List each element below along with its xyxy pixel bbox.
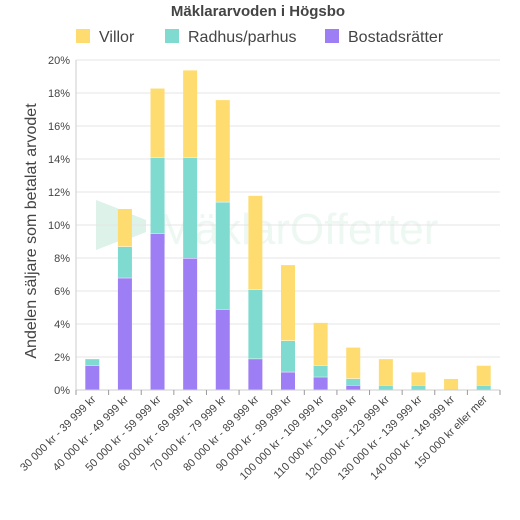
bar-villor[interactable] xyxy=(444,378,459,390)
bar-villor[interactable] xyxy=(248,195,263,290)
bar-villor[interactable] xyxy=(281,264,295,341)
bar-bostadsratter[interactable] xyxy=(85,365,100,390)
chart-title: Mäklararvoden i Högsbo xyxy=(171,3,345,20)
y-tick-label: 6% xyxy=(54,286,70,298)
bar-villor[interactable] xyxy=(378,358,393,386)
bar-radhus-parhus[interactable] xyxy=(85,358,100,366)
bar-villor[interactable] xyxy=(150,88,165,158)
legend-item-bostadsratter[interactable]: Bostadsrätter xyxy=(325,29,444,46)
bar-villor[interactable] xyxy=(215,99,230,202)
bar-radhus-parhus[interactable] xyxy=(248,289,263,359)
legend-label-radhus-parhus: Radhus/parhus xyxy=(188,29,297,46)
bar-villor[interactable] xyxy=(411,371,426,386)
legend-swatch-villor xyxy=(76,29,90,43)
bar-radhus-parhus[interactable] xyxy=(476,385,491,390)
y-tick-label: 16% xyxy=(48,121,70,133)
legend-label-bostadsratter: Bostadsrätter xyxy=(348,29,444,46)
y-axis-label: Andelen säljare som betalat arvodet xyxy=(23,103,40,359)
y-tick-label: 20% xyxy=(48,55,70,67)
y-tick-label: 12% xyxy=(48,187,70,199)
bar-radhus-parhus[interactable] xyxy=(411,385,426,390)
y-tick-label: 10% xyxy=(48,220,70,232)
bar-bostadsratter[interactable] xyxy=(346,385,361,390)
bar-villor[interactable] xyxy=(117,208,132,247)
legend-swatch-bostadsratter xyxy=(325,29,339,43)
bar-radhus-parhus[interactable] xyxy=(378,385,393,390)
bar-villor[interactable] xyxy=(476,365,491,386)
y-tick-label: 18% xyxy=(48,88,70,100)
bar-bostadsratter[interactable] xyxy=(248,358,263,390)
legend-item-radhus-parhus[interactable]: Radhus/parhus xyxy=(165,29,297,46)
legend: Villor Radhus/parhus Bostadsrätter xyxy=(76,29,444,46)
bar-radhus-parhus[interactable] xyxy=(346,378,361,386)
bar-villor[interactable] xyxy=(346,347,361,379)
grid-lines xyxy=(76,59,500,391)
watermark: MäklarOfferter xyxy=(96,200,438,254)
bar-radhus-parhus[interactable] xyxy=(183,157,198,258)
bar-bostadsratter[interactable] xyxy=(183,258,198,390)
y-tick-label: 2% xyxy=(54,352,70,364)
y-tick-labels: 0% 2% 4% 6% 8% 10% 12% 14% 16% 18% 20% xyxy=(48,55,70,397)
y-tick-label: 0% xyxy=(54,385,70,397)
bar-radhus-parhus[interactable] xyxy=(313,365,328,377)
bar-bostadsratter[interactable] xyxy=(281,371,295,390)
bar-radhus-parhus[interactable] xyxy=(215,201,230,310)
bar-radhus-parhus[interactable] xyxy=(150,157,165,234)
bar-bostadsratter[interactable] xyxy=(313,376,328,390)
y-tick-label: 14% xyxy=(48,154,70,166)
bar-bostadsratter[interactable] xyxy=(215,309,230,390)
y-tick-label: 8% xyxy=(54,253,70,265)
y-tick-label: 4% xyxy=(54,319,70,331)
axes xyxy=(75,60,501,395)
legend-label-villor: Villor xyxy=(99,29,135,46)
bar-bostadsratter[interactable] xyxy=(117,277,132,390)
watermark-text: MäklarOfferter xyxy=(158,205,438,254)
bars xyxy=(85,69,491,390)
bar-radhus-parhus[interactable] xyxy=(117,246,132,278)
bar-villor[interactable] xyxy=(183,69,198,158)
bar-bostadsratter[interactable] xyxy=(150,233,165,390)
bar-radhus-parhus[interactable] xyxy=(281,340,295,372)
legend-swatch-radhus-parhus xyxy=(165,29,179,43)
bar-villor[interactable] xyxy=(313,322,328,366)
legend-item-villor[interactable]: Villor xyxy=(76,29,135,46)
